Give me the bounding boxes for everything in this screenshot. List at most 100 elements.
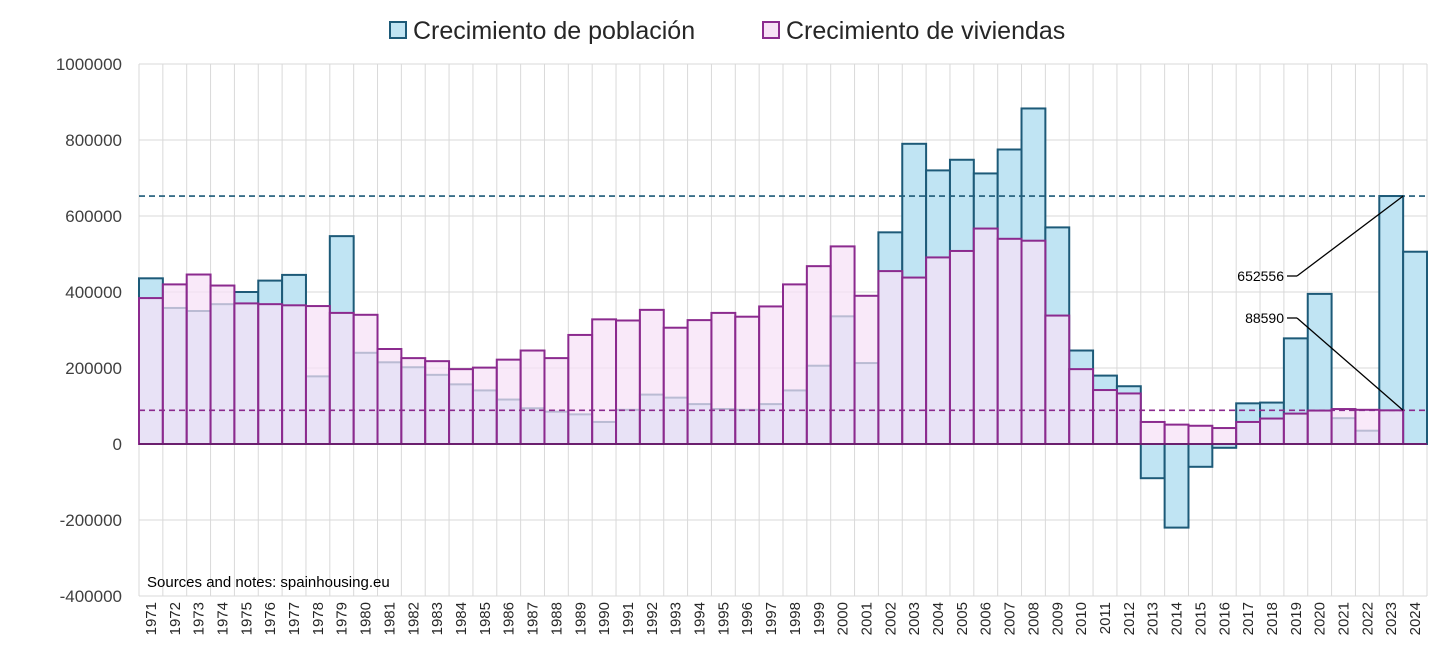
bar-viviendas (758, 305, 784, 445)
bar-viviendas (948, 249, 975, 445)
bar-viviendas (1187, 424, 1214, 446)
bar-viviendas (519, 349, 546, 445)
bar-viviendas (972, 227, 999, 445)
x-tick-label: 1985 (477, 602, 494, 635)
bar-poblacion (1163, 443, 1190, 529)
reference-lines: 652556 88590 (139, 195, 1427, 412)
callout-label: 652556 (1237, 268, 1284, 284)
legend-label-viviendas: Crecimiento de viviendas (786, 17, 1065, 45)
bar-viviendas (1092, 389, 1118, 446)
callout-label: 88590 (1245, 310, 1284, 326)
bar-viviendas (662, 326, 689, 445)
source-note: Sources and notes: spainhousing.eu (147, 574, 390, 591)
bar-viviendas (1282, 412, 1309, 446)
x-tick-label: 2018 (1264, 602, 1281, 635)
x-tick-label: 1989 (572, 602, 589, 635)
x-tick-label: 2004 (930, 602, 947, 635)
bar-viviendas (638, 308, 665, 445)
x-tick-label: 1980 (358, 602, 375, 635)
bar-viviendas (400, 357, 427, 445)
x-tick-label: 1997 (763, 602, 780, 635)
legend-swatch-poblacion (389, 21, 407, 39)
x-tick-label: 1996 (739, 602, 756, 635)
bar-viviendas (161, 283, 188, 445)
bar-viviendas (901, 276, 928, 445)
x-tick-label: 1988 (548, 602, 565, 635)
bar-viviendas (1163, 423, 1190, 445)
x-tick-label: 2022 (1359, 602, 1376, 635)
bar-viviendas (1378, 409, 1405, 445)
bar-viviendas (138, 297, 164, 445)
x-tick-label: 2019 (1288, 602, 1305, 635)
bar-viviendas (257, 303, 284, 445)
x-tick-label: 1976 (262, 602, 279, 635)
x-tick-label: 1986 (501, 602, 518, 635)
x-tick-label: 1994 (692, 602, 709, 635)
bar-viviendas (829, 245, 856, 445)
x-tick-label: 1995 (715, 602, 732, 635)
bar-viviendas (424, 360, 451, 445)
y-tick-label: -400000 (60, 587, 122, 606)
legend: Crecimiento de población Crecimiento de … (389, 17, 1065, 45)
x-tick-label: 2002 (882, 602, 899, 635)
bar-viviendas (782, 283, 808, 445)
x-tick-label: 1979 (334, 602, 351, 635)
bar-viviendas (1211, 427, 1238, 446)
bar-viviendas (1115, 392, 1142, 445)
x-tick-label: 2007 (1002, 602, 1019, 635)
y-tick-label: 200000 (65, 359, 122, 378)
x-tick-label: 1977 (286, 602, 303, 635)
y-tick-label: -200000 (60, 511, 122, 530)
bar-viviendas (1020, 239, 1047, 445)
y-tick-label: 1000000 (56, 55, 122, 74)
bar-viviendas (543, 357, 570, 445)
x-tick-label: 2005 (954, 602, 971, 635)
bar-viviendas (1330, 408, 1357, 446)
bar-viviendas (877, 270, 904, 445)
x-tick-label: 1972 (167, 602, 184, 635)
x-tick-label: 2015 (1192, 602, 1209, 635)
x-tick-label: 1983 (429, 602, 446, 635)
y-tick-label: 600000 (65, 207, 122, 226)
x-tick-label: 1999 (811, 602, 828, 635)
x-tick-label: 2013 (1145, 602, 1162, 635)
y-tick-label: 400000 (65, 283, 122, 302)
bar-viviendas (352, 313, 379, 445)
x-tick-label: 1975 (238, 602, 255, 635)
bar-viviendas (615, 319, 641, 445)
x-tick-label: 2011 (1097, 602, 1114, 634)
bar-viviendas (591, 318, 618, 445)
plot-area (138, 107, 1429, 529)
bar-viviendas (686, 319, 713, 445)
bar-viviendas (853, 294, 880, 445)
x-tick-label: 1991 (620, 602, 637, 635)
bar-viviendas (448, 368, 474, 446)
x-tick-label: 2010 (1073, 602, 1090, 635)
x-tick-label: 1992 (644, 602, 661, 635)
x-tick-label: 1978 (310, 602, 327, 635)
bar-viviendas (185, 273, 212, 445)
x-tick-label: 1971 (143, 602, 160, 635)
x-tick-label: 1982 (405, 602, 422, 635)
x-tick-label: 2012 (1121, 602, 1138, 635)
bar-viviendas (471, 366, 498, 445)
y-tick-label: 800000 (65, 131, 122, 150)
bar-viviendas (567, 333, 594, 445)
bar-viviendas (1235, 420, 1262, 445)
bar-viviendas (1306, 409, 1333, 445)
x-tick-label: 2016 (1216, 602, 1233, 635)
x-tick-label: 1998 (787, 602, 804, 635)
bar-viviendas (376, 348, 403, 445)
bar-viviendas (925, 256, 951, 446)
bar-poblacion (1187, 443, 1214, 468)
bar-poblacion (1402, 250, 1429, 445)
bar-viviendas (1259, 417, 1285, 446)
bar-viviendas (710, 311, 737, 445)
x-tick-label: 2006 (978, 602, 995, 635)
bar-viviendas (304, 305, 331, 445)
bar-viviendas (328, 311, 355, 445)
x-tick-label: 2001 (858, 602, 875, 635)
bar-viviendas (1068, 368, 1095, 446)
bar-viviendas (495, 358, 522, 446)
